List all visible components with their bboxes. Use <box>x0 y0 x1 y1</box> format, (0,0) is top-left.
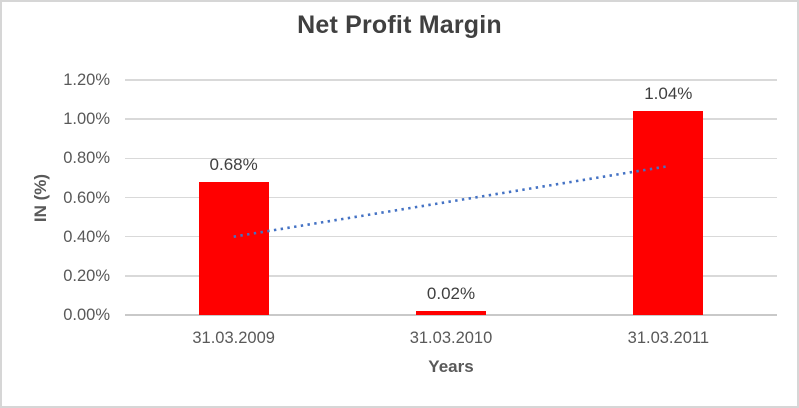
x-axis-line <box>125 314 777 316</box>
gridline <box>125 157 777 160</box>
x-axis-title: Years <box>428 357 474 376</box>
y-axis-tick-label: 1.20% <box>63 71 110 89</box>
bar-data-label: 0.68% <box>209 154 258 174</box>
bar-31.03.2011 <box>633 111 704 315</box>
gridline <box>125 235 777 238</box>
y-axis-tick-label: 0.40% <box>63 227 110 246</box>
gridline <box>125 275 777 277</box>
y-axis-tick-label: 0.00% <box>63 306 110 324</box>
gridline <box>125 118 777 120</box>
x-axis-category-label: 31.03.2011 <box>627 329 709 347</box>
gridline <box>125 196 777 199</box>
y-axis-tick-label: 0.80% <box>63 149 110 168</box>
bar-31.03.2010 <box>416 311 486 315</box>
trendline <box>233 164 669 238</box>
x-axis-category-label: 31.03.2009 <box>192 329 275 347</box>
bar-31.03.2009 <box>198 181 269 315</box>
y-axis-tick-label: 1.00% <box>63 110 110 129</box>
gridline <box>125 79 777 81</box>
bar-data-label: 1.04% <box>644 84 693 104</box>
x-axis-category-label: 31.03.2010 <box>409 329 493 347</box>
plot-area: 0.68% 0.02% 1.04% <box>125 79 777 316</box>
bar-data-label: 0.02% <box>426 284 476 304</box>
chart-title: Net Profit Margin <box>297 11 502 39</box>
y-axis-tick-label: 0.60% <box>63 188 110 207</box>
y-axis-tick-label: 0.20% <box>63 266 110 285</box>
